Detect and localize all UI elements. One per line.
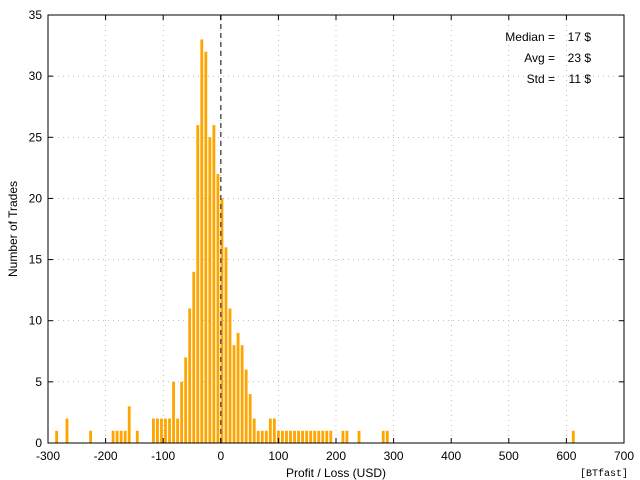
histogram-bar [297,430,300,443]
x-tick-label: 200 [326,449,346,463]
histogram-bar [281,430,284,443]
histogram-bar [301,430,305,443]
y-tick-label: 15 [29,253,43,267]
histogram-bar [156,418,159,443]
y-tick-label: 35 [29,8,43,22]
x-tick-label: 400 [441,449,461,463]
x-tick-label: 500 [499,449,519,463]
stat-label: Std = [527,72,555,86]
stat-value: 11 $ [569,72,592,86]
histogram-bar [176,418,180,443]
histogram-bar [192,271,196,443]
histogram-bar [385,430,389,443]
histogram-bar [325,430,329,443]
histogram-bar [172,381,175,443]
x-tick-label: -100 [151,449,175,463]
histogram-bar [240,345,244,443]
histogram-bar [216,173,220,443]
histogram-bar [65,418,69,443]
y-tick-label: 30 [29,69,43,83]
histogram-bar [160,418,163,443]
x-tick-label: -200 [94,449,118,463]
histogram-bar [329,430,333,443]
histogram-bar [228,308,232,443]
histogram-bar [196,125,200,444]
histogram-bar [200,39,204,443]
histogram-bar [264,430,268,443]
histogram-bar [188,308,192,443]
histogram-bar [313,430,317,443]
histogram-bars [55,39,575,444]
y-tick-label: 25 [29,130,43,144]
y-tick-label: 20 [29,191,43,205]
histogram-bar [341,430,345,443]
histogram-bar [127,406,131,443]
histogram-bar [248,394,252,443]
histogram-bar [289,430,292,443]
histogram-bar [204,51,208,443]
histogram-bar [220,198,224,443]
histogram-bar [345,430,349,443]
histogram-bar [256,430,260,443]
x-tick-label: 100 [268,449,288,463]
histogram-bar [55,430,59,443]
y-axis-label: Number of Trades [6,181,20,277]
x-tick-label: 0 [217,449,224,463]
histogram-bar [236,332,240,443]
histogram-bar [268,418,272,443]
histogram-bar [111,430,115,443]
histogram-bar [180,381,184,443]
histogram-bar [151,418,155,443]
histogram-bar [252,418,256,443]
histogram-bar [309,430,313,443]
histogram-bar [293,430,296,443]
x-tick-label: 600 [556,449,576,463]
histogram-bar [276,430,280,443]
histogram-bar [272,418,276,443]
watermark-label: [BTfast] [580,468,628,480]
histogram-bar [285,430,288,443]
x-axis-label: Profit / Loss (USD) [286,466,386,480]
histogram-bar [357,430,361,443]
histogram-bar [212,125,216,444]
histogram-bar [184,357,188,443]
histogram-bar [164,418,167,443]
y-tick-label: 10 [29,314,43,328]
histogram-bar [89,430,93,443]
histogram-bar [208,137,212,444]
histogram-bar [232,345,236,443]
y-tick-label: 5 [35,375,42,389]
histogram-bar [571,430,575,443]
histogram-bar [119,430,123,443]
stat-value: 17 $ [568,30,592,44]
histogram-bar [123,430,127,443]
x-tick-label: 700 [614,449,634,463]
stat-value: 23 $ [568,51,592,65]
stat-label: Avg = [524,51,555,65]
histogram-bar [224,247,228,443]
histogram-bar [305,430,309,443]
histogram-bar [260,430,264,443]
histogram-bar [317,430,321,443]
histogram-bar [381,430,385,443]
histogram-bar [135,430,139,443]
grid-lines [48,15,624,443]
stats-box: Median = 17 $ Avg = 23 $ Std = 11 $ [505,30,591,86]
histogram-bar [168,418,171,443]
histogram-bar [244,369,248,443]
histogram-bar [115,430,119,443]
axis-ticks: -300 -200 -100 0 100 200 300 400 500 600 700 0 5 10 15… [29,8,635,463]
y-tick-label: 0 [35,436,42,450]
x-tick-label: 300 [384,449,404,463]
stat-label: Median = [505,30,555,44]
histogram-bar [321,430,325,443]
x-tick-label: -300 [36,449,60,463]
